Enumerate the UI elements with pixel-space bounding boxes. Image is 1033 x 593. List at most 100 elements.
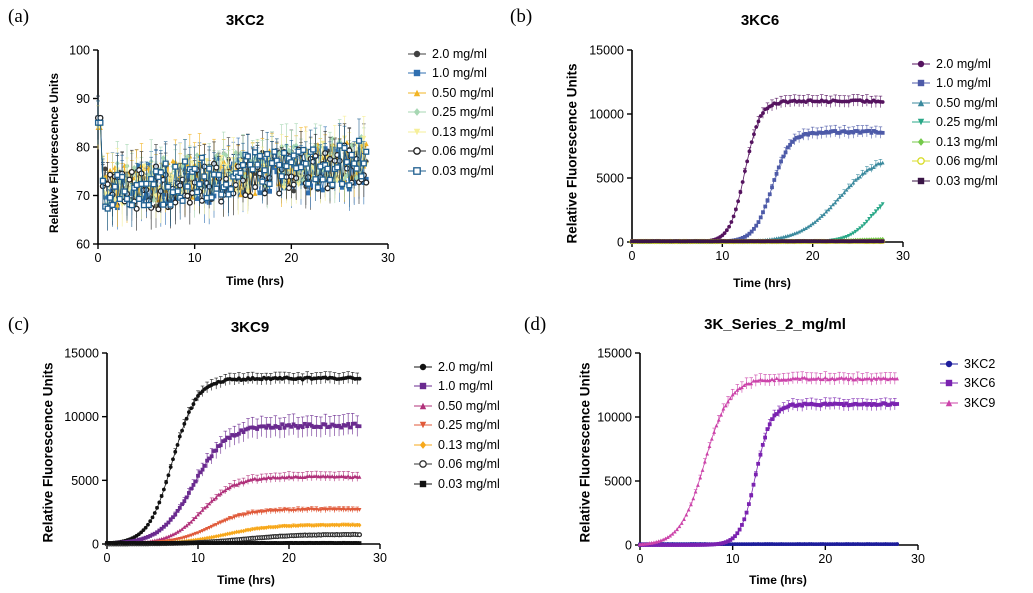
data-point [303, 523, 307, 528]
data-point [634, 239, 639, 244]
data-point [146, 522, 150, 527]
data-point [196, 473, 200, 478]
data-point [819, 130, 824, 135]
legend-marker [413, 147, 421, 156]
y-tick-label: 10000 [64, 410, 99, 424]
data-point [754, 223, 759, 228]
data-point [842, 235, 847, 240]
data-point [353, 522, 357, 528]
data-point [237, 513, 241, 518]
data-point [99, 177, 106, 184]
data-point [198, 510, 203, 515]
data-point [747, 239, 752, 244]
data-point [266, 475, 271, 480]
data-point [824, 209, 829, 214]
data-point [801, 227, 806, 232]
data-point [166, 473, 171, 478]
data-point [316, 522, 321, 528]
data-point [840, 129, 844, 134]
data-point [282, 425, 287, 430]
data-point [255, 510, 260, 515]
data-point [869, 239, 874, 244]
data-point [797, 135, 802, 140]
data-point [320, 140, 326, 146]
legend-item: 1.0 mg/ml [912, 74, 998, 94]
data-point [702, 239, 707, 244]
data-point [191, 165, 198, 172]
data-point [837, 195, 842, 199]
legend-item: 0.13 mg/ml [912, 132, 998, 152]
data-point [666, 239, 671, 244]
data-point [698, 475, 703, 480]
data-point [835, 239, 840, 244]
data-point [250, 526, 255, 532]
data-point [205, 504, 209, 508]
legend-swatch [912, 99, 930, 106]
data-point [288, 159, 295, 166]
legend-marker [917, 99, 925, 106]
data-point [828, 129, 833, 134]
legend-item: 0.03 mg/ml [912, 171, 998, 191]
data-point [801, 132, 806, 137]
data-point [670, 239, 675, 244]
data-point [141, 195, 147, 201]
legend-item: 3KC2 [940, 354, 995, 374]
data-point [214, 495, 219, 500]
data-point [792, 137, 797, 142]
data-point [797, 229, 802, 234]
data-point [880, 239, 885, 244]
data-point [871, 165, 876, 170]
data-point [837, 239, 842, 244]
data-point [194, 196, 200, 201]
data-point [343, 475, 348, 479]
data-point [813, 239, 817, 244]
data-point [790, 239, 795, 244]
data-point [815, 239, 820, 244]
data-point [309, 523, 314, 528]
legend-item: 0.06 mg/ml [912, 152, 998, 172]
data-point [191, 517, 196, 522]
x-tick-label: 10 [188, 251, 202, 265]
data-point [237, 529, 241, 535]
data-point [168, 517, 173, 522]
data-point [779, 159, 783, 164]
data-point [209, 454, 214, 459]
data-point [305, 190, 311, 196]
y-tick-label: 15000 [597, 347, 632, 361]
legend-label: 0.13 mg/ml [936, 134, 998, 149]
y-tick-label: 100 [69, 44, 90, 58]
data-point [353, 165, 360, 172]
legend-item: 0.13 mg/ml [408, 122, 494, 142]
data-point [273, 424, 278, 428]
data-point [196, 394, 200, 398]
data-point [712, 430, 717, 434]
data-point [713, 239, 718, 244]
data-point [182, 499, 187, 504]
data-point [846, 130, 851, 135]
data-point [864, 239, 869, 244]
data-point [241, 480, 246, 485]
data-point [171, 532, 175, 537]
data-point [303, 421, 307, 426]
data-point [765, 427, 770, 431]
data-point [788, 239, 792, 244]
data-point [724, 239, 729, 244]
data-point [243, 427, 248, 432]
data-point [357, 508, 362, 512]
data-point [844, 130, 849, 135]
data-point [278, 426, 282, 431]
data-point [303, 475, 307, 480]
data-point [761, 210, 765, 215]
data-point [262, 476, 266, 480]
data-point [175, 509, 180, 513]
data-point [339, 425, 344, 430]
data-point [779, 239, 783, 244]
data-point [815, 131, 820, 136]
data-point [232, 433, 237, 438]
data-point [765, 198, 770, 203]
data-point [677, 239, 682, 244]
data-point [141, 528, 146, 533]
data-point [747, 149, 752, 154]
data-point [355, 522, 360, 528]
data-point [751, 482, 756, 487]
